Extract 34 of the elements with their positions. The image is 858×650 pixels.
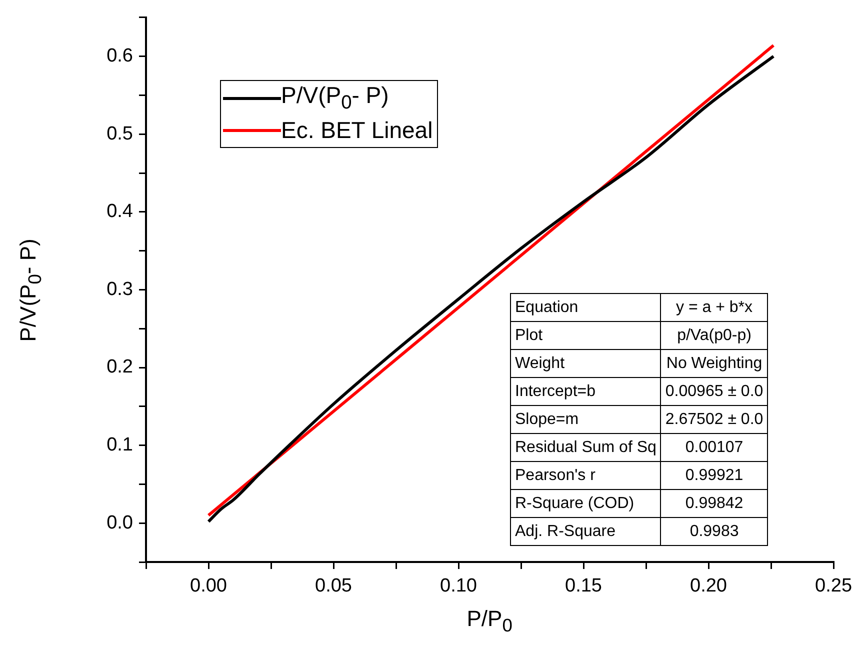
annotation: R-Square (COD)	[510, 490, 661, 518]
x-tick-label: 0.15	[565, 576, 602, 597]
annotation: No Weighting	[660, 350, 768, 378]
legend-label: Ec. BET Lineal	[281, 116, 433, 144]
annotation: Plot	[510, 322, 661, 350]
annotation: 0.00107	[660, 434, 768, 462]
y-tick-label: 0.6	[106, 46, 133, 67]
x-tick-label: 0.20	[690, 576, 727, 597]
annotation: 0.99842	[660, 490, 768, 518]
annotation: 0.9983	[660, 518, 768, 546]
y-tick-label: 0.1	[106, 434, 133, 456]
y-tick-label: 0.4	[106, 201, 134, 222]
annotation: 0.00965 ± 0.0	[660, 378, 768, 406]
annotation: y = a + b*x	[660, 294, 768, 322]
annotation: Adj. R-Square	[510, 518, 661, 546]
annotation: Residual Sum of Sq	[510, 434, 661, 462]
annotation: Slope=m	[510, 406, 661, 434]
x-tick-label: 0.25	[815, 576, 852, 597]
x-tick-label: 0.05	[315, 576, 352, 597]
y-tick-label: 0.0	[106, 512, 133, 534]
annotation: Pearson's r	[510, 462, 661, 490]
x-tick-label: 0.00	[190, 576, 227, 597]
annotation: p/Va(p0-p)	[660, 322, 768, 350]
x-tick-label: 0.10	[440, 576, 477, 597]
annotation: Weight	[510, 350, 661, 378]
annotation: 0.99921	[660, 462, 768, 490]
y-tick-label: 0.2	[106, 356, 133, 378]
x-axis-title: P/P$_{0}$	[466, 606, 512, 636]
y-tick-label: 0.3	[106, 278, 133, 300]
annotation: 2.67502 ± 0.0	[660, 406, 768, 434]
y-tick-label: 0.5	[106, 123, 133, 144]
annotation: Equation	[510, 294, 661, 322]
legend-label: P/V(P$_{0}$- P)	[281, 82, 389, 114]
annotation: Intercept=b	[510, 378, 661, 406]
